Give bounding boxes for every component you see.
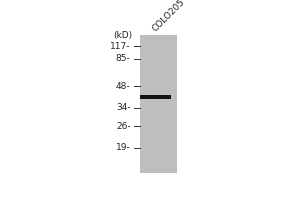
Bar <box>140 95 171 99</box>
Text: 48-: 48- <box>116 82 130 91</box>
Text: 19-: 19- <box>116 143 130 152</box>
Bar <box>140 35 177 173</box>
Text: 117-: 117- <box>110 42 130 51</box>
Text: (kD): (kD) <box>113 31 132 40</box>
Text: COLO205: COLO205 <box>151 0 187 33</box>
Text: 26-: 26- <box>116 122 130 131</box>
Text: 34-: 34- <box>116 103 130 112</box>
Text: 85-: 85- <box>116 54 130 63</box>
